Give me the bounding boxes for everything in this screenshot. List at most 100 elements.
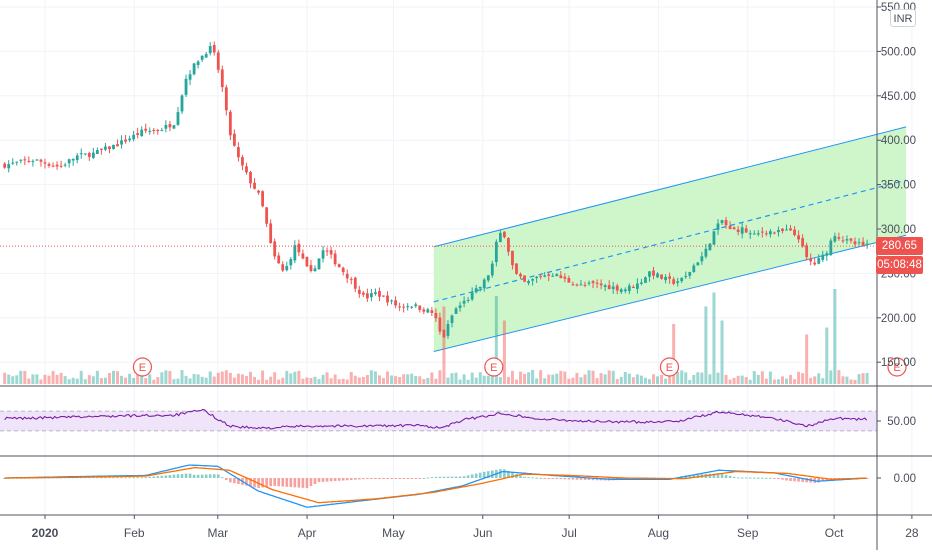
candle-body [764,233,768,235]
earnings-marker[interactable]: E [887,357,907,377]
candle-body [3,163,7,168]
candle-body [59,165,63,167]
volume-bar [764,378,768,384]
earnings-marker[interactable]: E [132,357,153,377]
earnings-label: E [490,362,497,374]
volume-bar [656,376,660,384]
macd-histogram-bar [555,478,559,479]
macd-histogram-bar [192,474,196,478]
candle-body [756,233,760,235]
currency-button[interactable]: INR [890,9,916,27]
candle-body [184,78,188,95]
candle-body [744,228,748,233]
macd-histogram-bar [196,474,200,478]
volume-bar [785,378,788,384]
volume-bar [623,371,627,384]
volume-bar [776,379,780,384]
volume-bar [583,374,587,384]
candle-body [378,291,381,297]
earnings-label: E [893,362,900,374]
earnings-marker[interactable]: E [659,357,680,377]
candle-body [732,227,736,230]
candle-body [31,160,35,162]
candle-body [156,130,160,132]
candle-body [720,220,724,224]
candle-body [67,159,71,164]
candle-body [370,293,373,298]
candle-body [402,306,406,308]
macd-tick-label: 0.00 [894,473,916,485]
candle-body [438,317,442,332]
candle-body [511,250,514,266]
volume-bar [31,374,35,384]
macd-histogram-bar [233,478,236,484]
volume-bar [652,374,656,384]
macd-histogram-bar [168,475,172,478]
macd-histogram-bar [482,471,486,478]
macd-histogram-bar [446,476,450,478]
macd-histogram-bar [362,478,365,480]
channel-fill [433,126,907,352]
time-tick-label: May [382,526,405,540]
volume-bar [555,373,559,384]
macd-histogram-bar [289,478,293,488]
candle-body [120,140,123,145]
volume-bar [289,373,293,384]
volume-bar [821,378,825,384]
volume-bar [664,378,668,384]
volume-bar [514,379,518,384]
candle-body [494,241,498,263]
price-axis-labels[interactable]: 550.00500.00450.00400.00350.00300.00250.… [877,2,916,485]
candlestick-series [0,41,877,339]
volume-bar [79,370,83,384]
volume-bar [817,373,821,384]
macd-histogram-bar [499,469,502,478]
volume-bar [313,376,317,384]
candle-body [684,275,688,277]
macd-histogram-bar [378,478,381,479]
volume-bar [345,379,349,384]
candle-body [87,153,91,157]
volume-bar [309,378,313,384]
candle-body [486,275,490,281]
macd-histogram-bar [204,474,208,478]
volume-bar [386,371,390,384]
candle-body [172,125,176,129]
candle-body [563,276,567,279]
volume-bar [539,370,543,384]
time-axis-labels[interactable]: 2020 Feb Mar Apr May Jun Jul Aug Sep Oct 28 [32,515,919,540]
candle-body [607,285,611,290]
volume-bar [297,370,301,384]
macd-histogram-bar [567,478,571,480]
candle-body [361,292,365,295]
macd-histogram-bar [587,478,591,481]
macd-histogram-bar [817,478,821,483]
volume-bar [684,372,688,384]
macd-histogram-bar [406,478,409,479]
candle-body [865,243,869,245]
macd-histogram-bar [773,478,776,479]
candle-body [773,232,776,234]
volume-bar [849,379,853,384]
volume-bar [454,372,458,384]
macd-histogram-bar [728,475,732,478]
price-tick-label: 300.00 [881,224,916,236]
earnings-marker[interactable]: E [484,357,504,377]
volume-bar [466,379,470,384]
candle-body [11,162,15,164]
candle-body [100,148,103,150]
volume-bar [208,371,212,384]
candle-body [833,236,837,242]
candle-body [696,262,700,266]
candle-body [821,254,825,260]
time-tick-label: Oct [825,526,844,540]
macd-histogram-bar [491,470,494,478]
candle-body [579,284,583,286]
candle-body [168,124,172,128]
volume-bar [498,377,502,384]
time-tick-label: Sep [737,526,759,540]
candle-body [503,231,506,238]
